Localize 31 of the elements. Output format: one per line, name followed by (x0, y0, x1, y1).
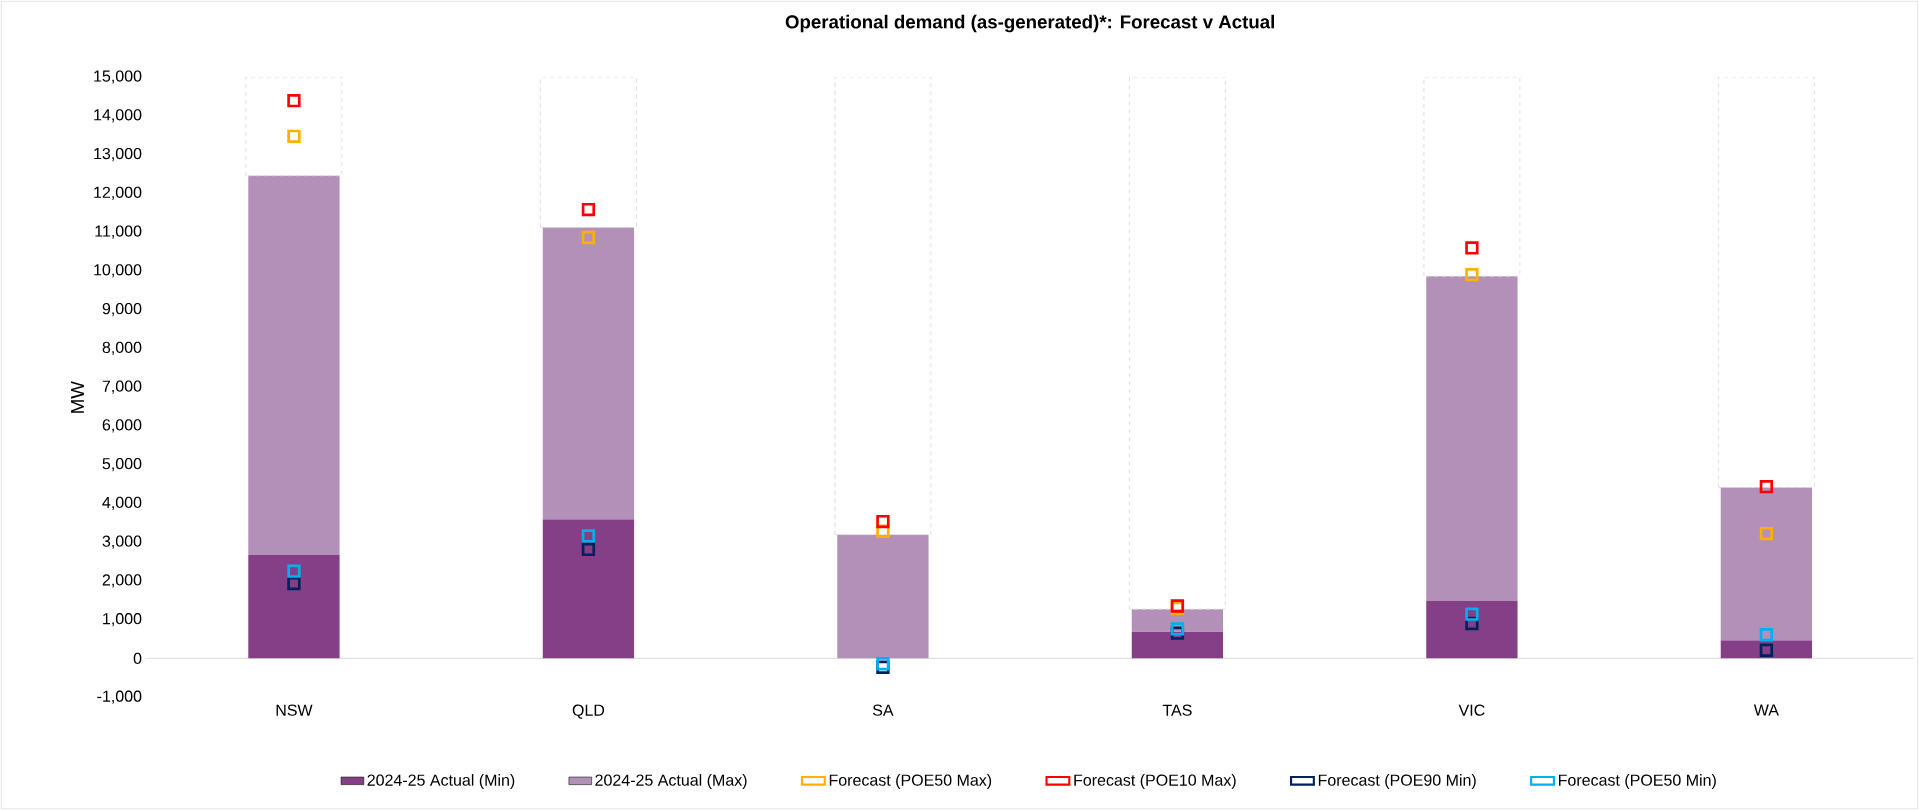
y-tick-label: 13,000 (94, 147, 142, 162)
y-tick-label: 10,000 (94, 264, 142, 278)
legend-label: Forecast (POE90 Min) (1318, 773, 1476, 789)
y-tick-label: 9,000 (102, 302, 142, 317)
y-axis-title: MW (71, 381, 84, 413)
x-tick-label: VIC (1458, 704, 1485, 716)
x-tick-label: WA (1753, 704, 1779, 716)
y-tick-label: 0 (133, 652, 142, 664)
y-tick-label: 15,000 (94, 70, 142, 84)
x-tick-label: SA (872, 704, 894, 716)
y-tick-label: 1,000 (103, 612, 142, 627)
x-tick-label: TAS (1162, 704, 1192, 716)
y-tick-label: 3,000 (102, 535, 142, 549)
y-tick-label: 12,000 (94, 186, 142, 200)
y-tick-label: 11,000 (95, 225, 142, 239)
legend-label: 2024-25 Actual (Max) (595, 773, 747, 789)
y-tick-label: 6,000 (102, 419, 142, 433)
legend-label: Forecast (POE50 Min) (1558, 773, 1716, 789)
legend-label: 2024-25 Actual (Min) (367, 773, 515, 789)
y-tick-label: 5,000 (102, 457, 142, 472)
x-tick-label: QLD (572, 704, 605, 719)
y-tick-label: 4,000 (102, 496, 142, 510)
legend-label: Forecast (POE10 Max) (1074, 773, 1236, 789)
y-tick-label: 7,000 (102, 380, 142, 394)
y-tick-label: 8,000 (102, 341, 142, 355)
x-tick-label: NSW (276, 704, 313, 716)
legend-label: Forecast (POE50 Max) (829, 773, 992, 789)
chart-title: Operational demand (as-generated)*: Forecast v Actual (785, 14, 1274, 33)
y-tick-label: 2,000 (102, 574, 142, 588)
y-tick-label: 14,000 (94, 109, 142, 123)
y-tick-label: -1,000 (97, 690, 142, 704)
